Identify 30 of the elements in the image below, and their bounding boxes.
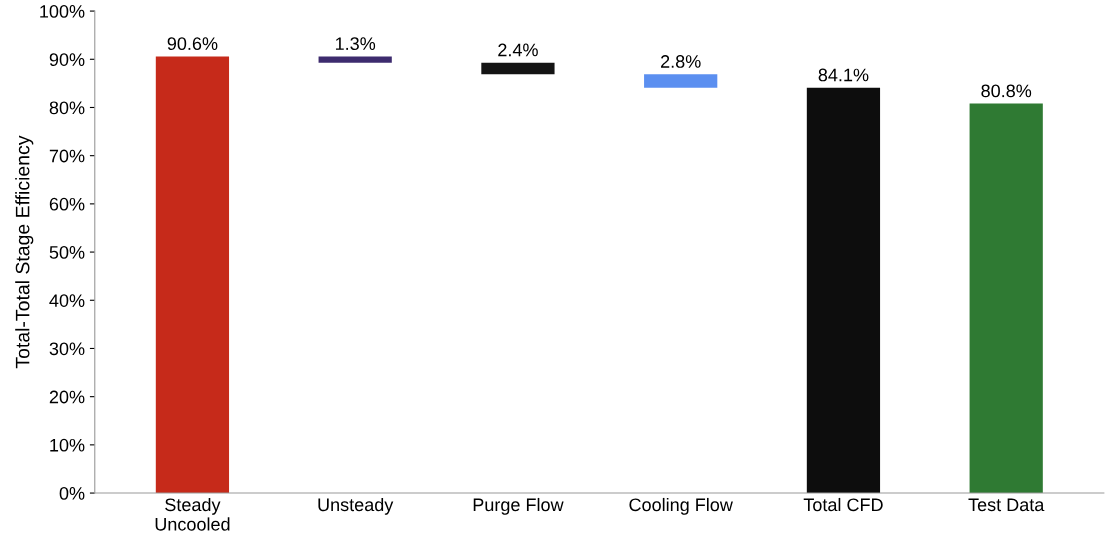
bar bbox=[481, 62, 555, 75]
data-label: 2.4% bbox=[498, 43, 538, 57]
x-tick-label: Cooling Flow bbox=[629, 497, 733, 515]
x-tick-label: Purge Flow bbox=[473, 497, 564, 515]
y-tick-label: 90% bbox=[49, 53, 85, 66]
bar bbox=[155, 56, 230, 494]
y-tick-label: 80% bbox=[49, 101, 85, 115]
y-tick-label: 10% bbox=[50, 438, 85, 452]
y-tick-label: 100% bbox=[40, 5, 85, 18]
y-tick-label: 60% bbox=[49, 197, 85, 211]
bar bbox=[318, 56, 392, 63]
y-tick-label: 70% bbox=[49, 149, 85, 163]
y-axis-title: Total-Total Stage Efficiency bbox=[15, 135, 34, 369]
x-tick-label: Unsteady bbox=[318, 497, 394, 515]
y-tick-label: 20% bbox=[49, 390, 85, 404]
x-tick-label: Test Data bbox=[968, 498, 1045, 512]
data-label: 1.3% bbox=[335, 37, 376, 51]
data-label: 2.8% bbox=[661, 55, 701, 68]
y-tick-label: 50% bbox=[49, 246, 85, 259]
y-tick-label: 30% bbox=[49, 342, 85, 356]
data-label: 84.1% bbox=[818, 68, 869, 82]
bar bbox=[806, 87, 881, 494]
x-tick-label: Total CFD bbox=[803, 497, 883, 512]
bar bbox=[644, 74, 718, 88]
y-tick-label: 0% bbox=[59, 486, 85, 500]
y-tick-label: 40% bbox=[49, 294, 85, 307]
data-label: 80.8% bbox=[981, 84, 1032, 98]
bar bbox=[969, 103, 1043, 494]
x-tick-label: Steady Uncooled bbox=[155, 497, 230, 531]
data-label: 90.6% bbox=[167, 37, 218, 51]
